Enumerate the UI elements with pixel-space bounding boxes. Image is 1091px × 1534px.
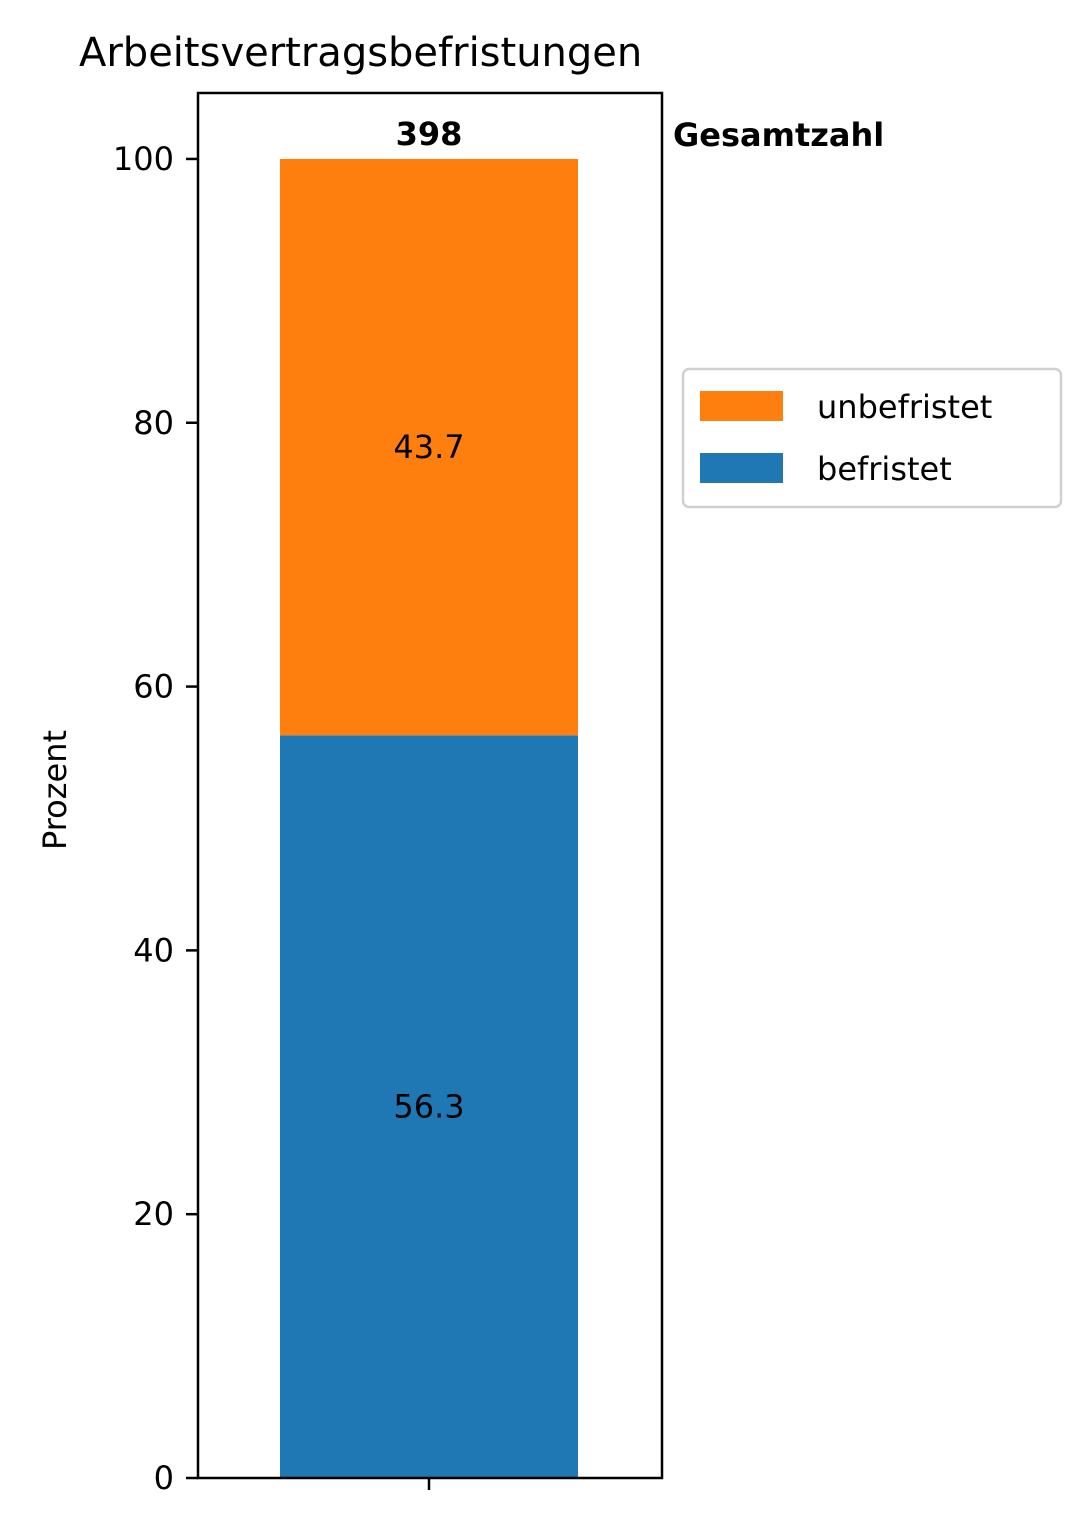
y-tick-label-20: 20 [133,1195,174,1233]
y-tick-label-100: 100 [113,140,174,178]
y-tick-label-60: 60 [133,668,174,706]
y-tick-label-80: 80 [133,404,174,442]
total-value-label: 398 [396,115,463,153]
legend-swatch-unbefristet [700,391,783,421]
data-label-unbefristet: 43.7 [393,428,464,466]
bars [280,158,578,1478]
bar-segment-unbefristet [280,158,578,736]
y-axis-ticks: 0 20 40 60 80 100 [113,140,198,1497]
legend-label-unbefristet: unbefristet [817,388,992,426]
data-label-befristet: 56.3 [393,1088,464,1126]
bar-segment-befristet [280,735,578,1478]
legend-swatch-befristet [700,453,783,483]
legend-label-befristet: befristet [817,450,952,488]
legend: unbefristet befristet [681,367,1063,509]
y-tick-label-0: 0 [154,1459,174,1497]
plot-area: 56.3 43.7 0 20 40 60 80 100 [113,91,664,1497]
y-axis-label: Prozent [36,730,74,850]
total-caption: Gesamtzahl [673,116,884,154]
data-labels: 56.3 43.7 [393,428,464,1126]
y-tick-label-40: 40 [133,931,174,969]
chart-title: Arbeitsvertragsbefristungen [79,30,642,76]
